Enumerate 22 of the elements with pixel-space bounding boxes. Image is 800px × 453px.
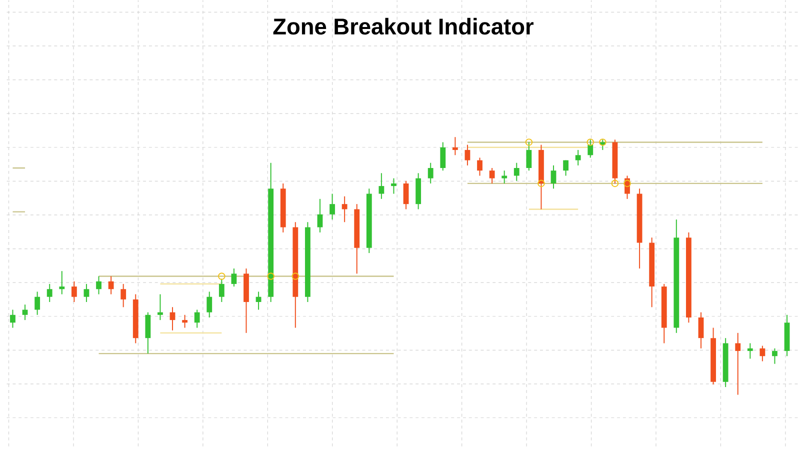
candlestick	[59, 270, 65, 295]
candlestick	[158, 294, 163, 320]
candlestick	[182, 314, 188, 328]
candlestick	[84, 283, 90, 302]
candlestick	[747, 342, 753, 360]
candlestick	[71, 280, 77, 302]
chart-title: Zone Breakout Indicator	[273, 18, 534, 35]
candlestick	[772, 348, 778, 364]
candlestick	[34, 291, 40, 316]
candlestick	[108, 276, 114, 295]
candlestick	[96, 276, 102, 295]
candlestick	[46, 283, 52, 302]
candlestick	[10, 309, 16, 328]
candlestick	[170, 306, 176, 331]
candlestick	[735, 332, 741, 396]
candlestick	[22, 304, 28, 320]
candlestick	[206, 291, 212, 318]
candlestick	[145, 312, 151, 354]
candlestick	[120, 283, 126, 308]
candlestick	[760, 345, 766, 362]
candlestick	[698, 312, 704, 349]
candlestick	[194, 309, 200, 328]
